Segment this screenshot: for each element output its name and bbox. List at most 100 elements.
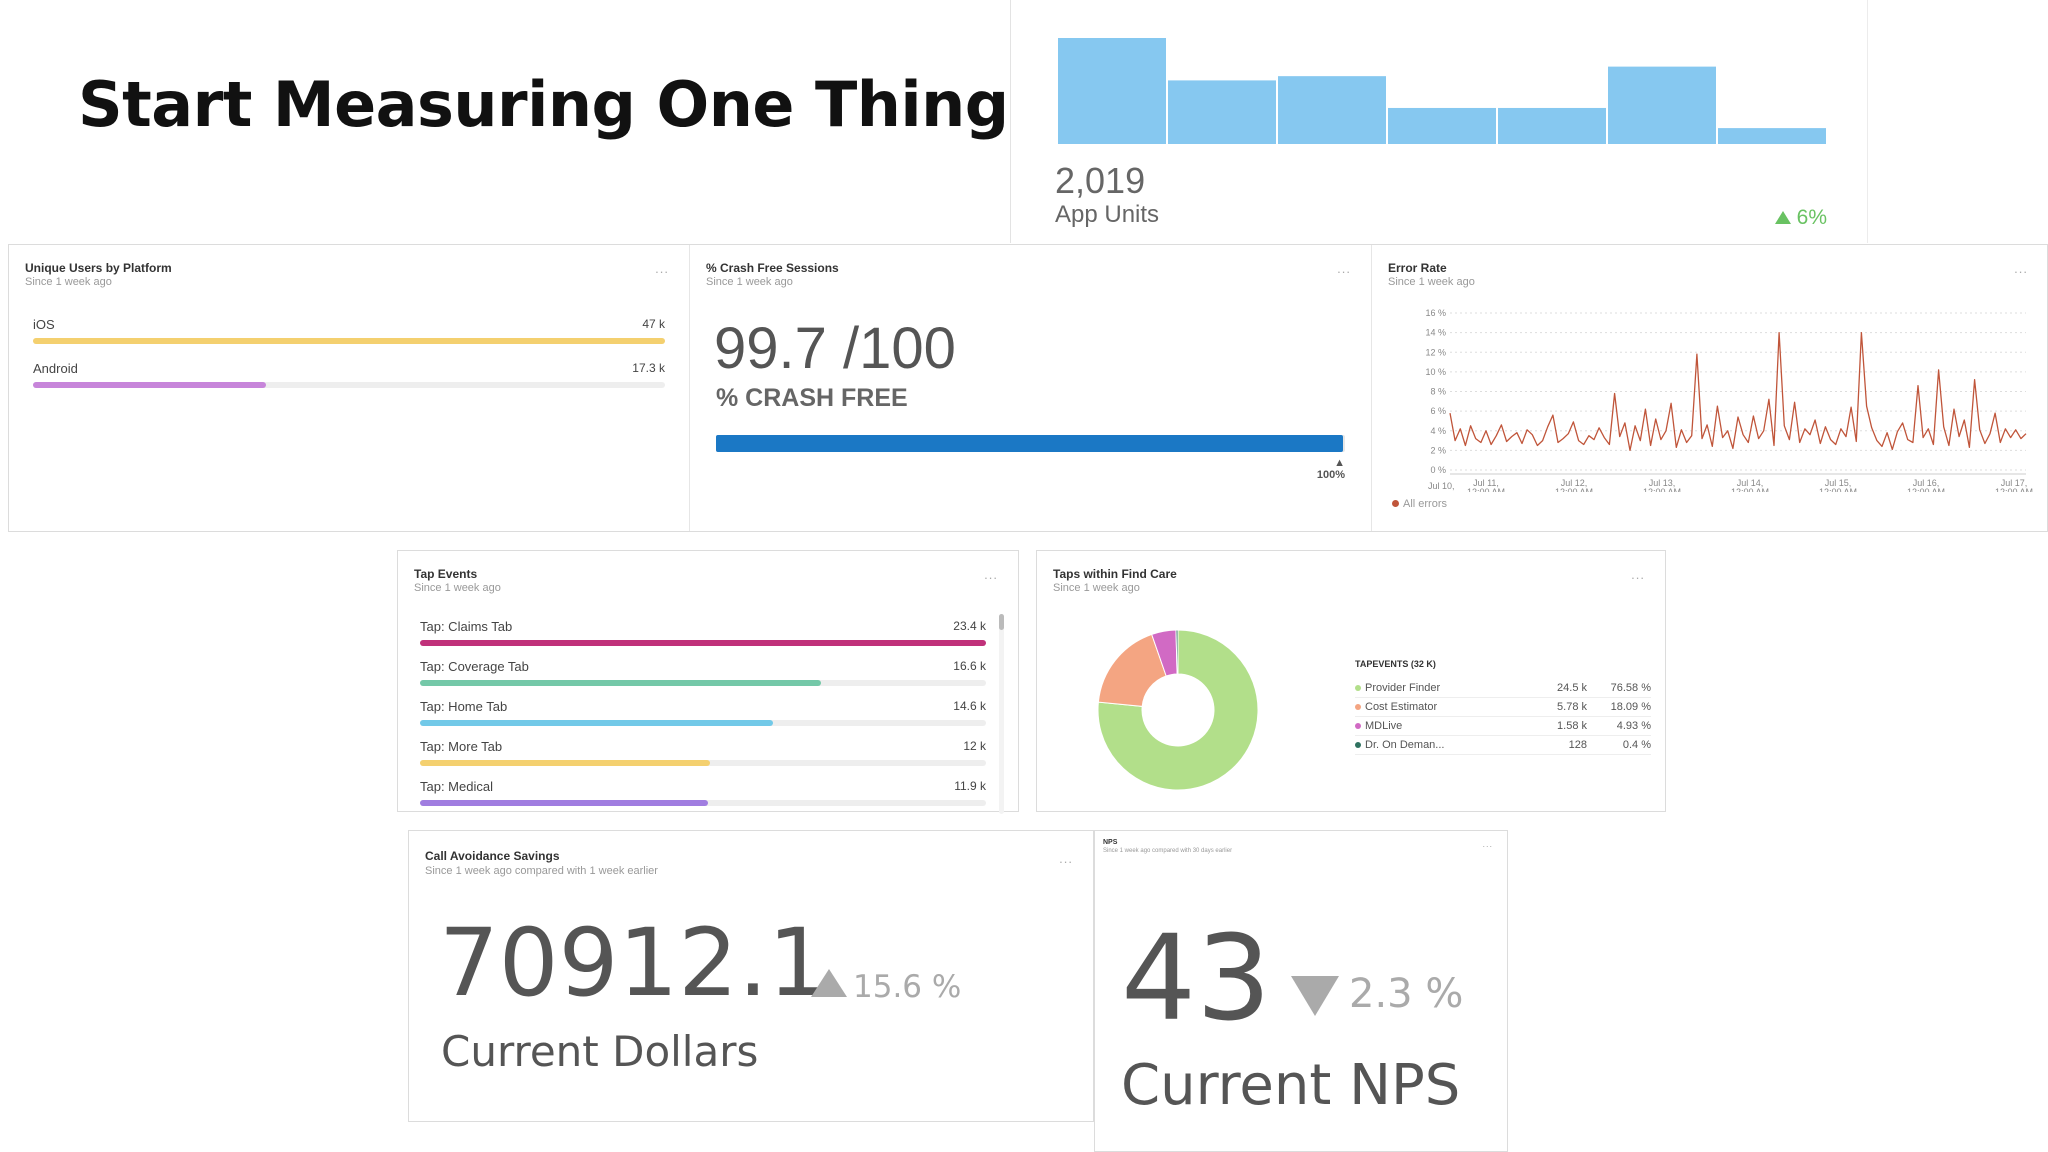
tap-event-value: 16.6 k (953, 659, 986, 673)
x-tick-label: Jul 11, (1473, 478, 1499, 488)
find-care-card: Taps within Find Care Since 1 week ago .… (1036, 550, 1666, 812)
donut-slice[interactable] (1097, 629, 1259, 791)
panel-title: Taps within Find Care (1053, 567, 1177, 581)
tap-event-value: 23.4 k (953, 619, 986, 633)
nps-label: Current NPS (1121, 1053, 1461, 1118)
app-units-value: 2,019 (1055, 160, 1146, 201)
legend-name: Provider Finder (1355, 682, 1440, 694)
legend-dot-icon (1355, 685, 1361, 691)
call-avoidance-delta: 15.6 % (811, 969, 961, 1005)
tap-event-bar-track (420, 800, 986, 806)
up-triangle-icon (1774, 211, 1791, 224)
app-units-delta: 6% (1774, 206, 1827, 230)
tap-event-bar-track (420, 720, 986, 726)
y-tick-label: 6 % (1430, 406, 1446, 416)
tap-event-row: Tap: More Tab 12 k (420, 739, 986, 769)
histogram-bar (1388, 107, 1496, 144)
tap-events-scrollbar[interactable] (999, 614, 1004, 814)
app-units-delta-value: 6% (1796, 206, 1827, 229)
nps-value: 43 (1121, 909, 1272, 1047)
panel-title: Unique Users by Platform (25, 261, 172, 275)
crash-free-max: ▲ 100% (1316, 457, 1345, 481)
legend-name: Dr. On Deman... (1355, 739, 1444, 751)
x-tick-label: 12:00 AM (1555, 487, 1593, 492)
tap-event-row: Tap: Claims Tab 23.4 k (420, 619, 986, 649)
app-units-label: App Units (1055, 201, 1160, 228)
legend-count: 5.78 k (1557, 701, 1587, 713)
legend-title: TAPEVENTS (32 K) (1355, 659, 1436, 669)
legend-percent: 18.09 % (1610, 701, 1651, 713)
app-units-widget: 2,019 App Units 6% (1010, 0, 1868, 243)
x-tick-label: 12:00 AM (1995, 487, 2033, 492)
more-options-button[interactable]: ... (655, 261, 669, 276)
up-triangle-icon (811, 969, 847, 997)
legend-label: All errors (1403, 498, 1448, 510)
slide-title: Start Measuring One Thing... (78, 68, 1078, 141)
platform-value: 47 k (642, 317, 665, 331)
more-options-button[interactable]: ... (1337, 261, 1351, 276)
panel-subtitle: Since 1 week ago (706, 276, 793, 288)
tap-event-row: Tap: Coverage Tab 16.6 k (420, 659, 986, 689)
panel-divider (1371, 245, 1372, 531)
tap-event-label: Tap: Claims Tab (420, 619, 513, 634)
histogram-bar (1058, 38, 1166, 144)
find-care-donut-chart (1097, 629, 1259, 791)
panel-title: % Crash Free Sessions (706, 261, 839, 275)
more-options-button[interactable]: ... (1482, 839, 1493, 849)
tap-event-row: Tap: Medical 11.9 k (420, 779, 986, 809)
legend-dot-icon (1355, 742, 1361, 748)
nps-delta: 2.3 % (1291, 971, 1463, 1017)
tap-event-label: Tap: Medical (420, 779, 493, 794)
histogram-bar (1718, 128, 1826, 144)
legend-name: Cost Estimator (1355, 701, 1437, 713)
legend-row[interactable]: Dr. On Deman... 128 0.4 % (1355, 736, 1651, 755)
error-rate-legend[interactable]: All errors (1392, 498, 1447, 510)
x-tick-label: Jul 17, (2001, 478, 2028, 488)
x-tick-label: 12:00 AM (1643, 487, 1681, 492)
more-options-button[interactable]: ... (984, 567, 998, 582)
legend-count: 128 (1568, 739, 1587, 751)
legend-percent: 76.58 % (1610, 682, 1651, 694)
histogram-bar (1498, 107, 1606, 144)
platform-bar-fill (33, 382, 266, 388)
histogram-bar (1278, 76, 1386, 144)
platform-label: iOS (33, 317, 55, 332)
legend-percent: 4.93 % (1616, 720, 1651, 732)
tap-event-bar-track (420, 640, 986, 646)
scrollbar-thumb[interactable] (999, 614, 1004, 630)
platform-bar-track (33, 338, 665, 344)
crash-free-value: 99.7 /100 (714, 316, 956, 381)
tap-event-value: 11.9 k (954, 779, 986, 793)
call-avoidance-value: 70912.1 (439, 909, 828, 1018)
platform-label: Android (33, 361, 78, 376)
platform-row-ios: iOS 47 k (33, 317, 665, 347)
call-avoidance-label: Current Dollars (441, 1027, 759, 1076)
panel-subtitle: Since 1 week ago compared with 30 days e… (1103, 848, 1233, 854)
error-rate-chart: 16 % 14 % 12 % 10 % 8 % 6 % 4 % 2 % 0 % Jul 10, Ju… (1425, 308, 2033, 492)
y-tick-label: 4 % (1430, 426, 1446, 436)
unique-users-panel: Unique Users by Platform Since 1 week ag… (9, 245, 689, 531)
legend-row[interactable]: MDLive 1.58 k 4.93 % (1355, 717, 1651, 736)
tap-events-card: Tap Events Since 1 week ago ... Tap: Cla… (397, 550, 1019, 814)
panel-title: Call Avoidance Savings (425, 849, 560, 863)
legend-row[interactable]: Provider Finder 24.5 k 76.58 % (1355, 679, 1651, 698)
nps-card: NPS Since 1 week ago compared with 30 da… (1094, 830, 1508, 1152)
app-units-histogram (1058, 38, 1826, 144)
panel-subtitle: Since 1 week ago compared with 1 week ea… (425, 865, 658, 877)
tap-event-label: Tap: Coverage Tab (420, 659, 529, 674)
tap-event-bar-fill (420, 720, 774, 726)
more-options-button[interactable]: ... (1059, 851, 1073, 866)
y-tick-label: 12 % (1425, 347, 1446, 357)
more-options-button[interactable]: ... (2014, 261, 2028, 276)
x-tick-label: Jul 10, (1428, 481, 1455, 491)
donut-slice[interactable] (1175, 629, 1179, 675)
legend-label: Provider Finder (1365, 682, 1441, 694)
legend-row[interactable]: Cost Estimator 5.78 k 18.09 % (1355, 698, 1651, 717)
panel-subtitle: Since 1 week ago (25, 276, 112, 288)
legend-label: Dr. On Deman... (1365, 739, 1445, 751)
tap-event-bar-track (420, 760, 986, 766)
more-options-button[interactable]: ... (1631, 567, 1645, 582)
tap-event-bar-fill (420, 680, 822, 686)
x-tick-label: 12:00 AM (1907, 487, 1945, 492)
y-tick-label: 16 % (1425, 308, 1446, 318)
